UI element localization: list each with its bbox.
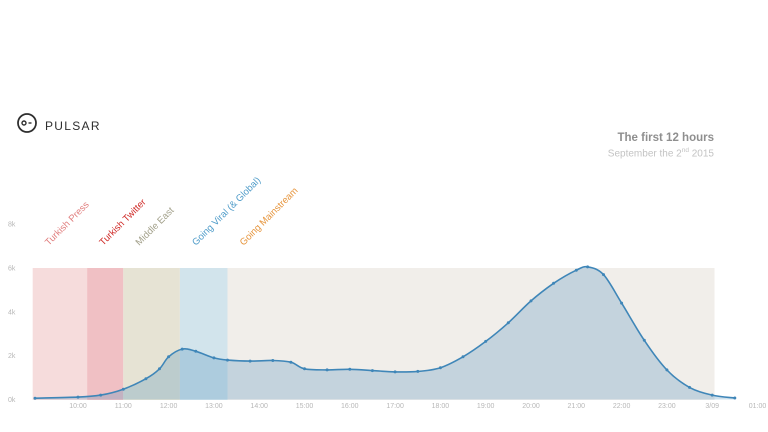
data-point <box>620 301 624 305</box>
data-point <box>461 355 465 359</box>
data-point <box>416 369 420 373</box>
data-point <box>574 268 578 272</box>
x-tick-23-00: 23:00 <box>658 403 676 410</box>
pulsar-logo-text: PULSAR <box>45 118 101 133</box>
data-point <box>642 338 646 342</box>
chart-subtitle-prefix: September the 2 <box>607 148 682 160</box>
data-point <box>665 368 669 372</box>
series-area <box>35 266 735 400</box>
x-tick-12-00: 12:00 <box>160 403 178 410</box>
data-point <box>212 356 216 360</box>
pulsar-logo: PULSAR <box>16 112 101 139</box>
data-point <box>144 377 148 381</box>
y-tick-8k: 8k <box>8 222 16 229</box>
x-tick-20-00: 20:00 <box>522 403 540 410</box>
data-point <box>552 281 556 285</box>
data-point <box>710 393 714 397</box>
phase-label-turkish-press: Turkish Press <box>43 199 92 248</box>
x-tick-01-00: 01:00 <box>749 403 767 410</box>
data-point <box>303 367 306 371</box>
data-point <box>484 339 488 343</box>
data-point <box>158 367 161 371</box>
y-tick-0k: 0k <box>8 397 16 404</box>
data-point <box>506 321 510 325</box>
data-point <box>180 347 184 351</box>
x-tick-16-00: 16:00 <box>341 403 359 410</box>
pulsar-logo-icon <box>16 112 38 139</box>
x-tick-15-00: 15:00 <box>296 403 314 410</box>
x-tick-18-00: 18:00 <box>432 403 450 410</box>
data-point <box>393 370 397 374</box>
x-tick-3-09: 3/09 <box>705 403 719 410</box>
x-tick-11-00: 11:00 <box>115 403 132 410</box>
data-point <box>167 355 171 359</box>
x-tick-21-00: 21:00 <box>568 403 586 410</box>
data-point <box>194 349 198 353</box>
band-going-mainstream <box>227 268 715 400</box>
data-point <box>733 396 737 400</box>
band-middle-east <box>123 268 180 400</box>
band-turkish-press <box>32 268 88 400</box>
data-point <box>348 367 352 371</box>
y-tick-4k: 4k <box>8 309 16 316</box>
data-point <box>325 368 329 372</box>
x-tick-13-00: 13:00 <box>205 403 223 410</box>
band-going-viral-global <box>179 268 228 400</box>
data-point <box>121 387 125 391</box>
chart-header: The first 12 hours September the 2nd 201… <box>608 132 714 159</box>
chart-subtitle-ordinal: nd <box>681 147 689 154</box>
data-point <box>370 369 374 373</box>
data-point <box>289 360 293 364</box>
x-tick-19-00: 19:00 <box>477 403 495 410</box>
x-tick-17-00: 17:00 <box>386 403 404 410</box>
x-tick-14-00: 14:00 <box>250 403 268 410</box>
data-point <box>226 358 229 362</box>
axis-labels: 10:00 11:00 12:00 13:00 14:00 15:00 16:00 17:00… <box>8 222 766 410</box>
series-layer <box>33 265 737 400</box>
chart-subtitle-suffix: 2015 <box>688 148 714 160</box>
data-point <box>33 396 37 400</box>
data-point <box>602 273 605 277</box>
data-point <box>688 385 691 389</box>
data-point <box>529 299 533 303</box>
data-point <box>586 265 590 269</box>
x-tick-10-00: 10:00 <box>69 403 87 410</box>
chart-subtitle: September the 2nd 2015 <box>608 147 714 159</box>
data-point <box>99 393 103 397</box>
y-tick-2k: 2k <box>8 353 16 360</box>
y-tick-6k: 6k <box>8 266 16 273</box>
x-tick-22-00: 22:00 <box>613 403 631 410</box>
band-turkish-twitter <box>87 268 124 400</box>
data-point <box>76 395 80 399</box>
chart-title: The first 12 hours <box>617 132 715 144</box>
phase-bands <box>32 268 715 400</box>
data-point <box>438 366 442 370</box>
data-point <box>271 359 275 362</box>
data-point <box>248 359 252 363</box>
